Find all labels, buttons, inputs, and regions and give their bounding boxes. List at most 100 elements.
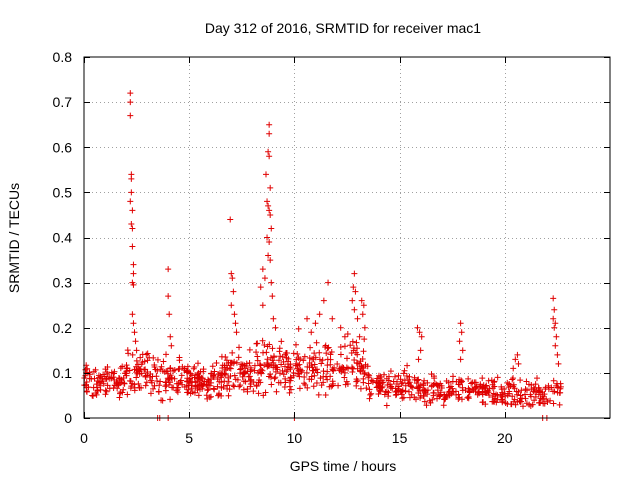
- data-point: [313, 379, 320, 386]
- data-point: [312, 320, 319, 327]
- data-point: [521, 391, 528, 398]
- data-point: [494, 374, 501, 381]
- data-point: [247, 368, 254, 375]
- data-point: [127, 99, 134, 106]
- data-point: [507, 383, 514, 390]
- data-point: [162, 387, 169, 394]
- data-point: [360, 348, 367, 355]
- data-point: [534, 375, 541, 382]
- data-point: [205, 376, 212, 383]
- data-point: [99, 378, 106, 385]
- data-point: [347, 342, 354, 349]
- data-point: [104, 363, 111, 370]
- data-point: [361, 324, 368, 331]
- data-point: [295, 325, 302, 332]
- data-point: [437, 389, 444, 396]
- data-point: [318, 360, 325, 367]
- data-point: [360, 302, 367, 309]
- data-point: [550, 377, 557, 384]
- data-point: [176, 365, 183, 372]
- data-point: [327, 373, 334, 380]
- data-point: [361, 369, 368, 376]
- data-point: [348, 364, 355, 371]
- data-point: [194, 378, 201, 385]
- data-point: [357, 358, 364, 365]
- data-point: [344, 330, 351, 337]
- data-point: [264, 198, 271, 205]
- data-point: [147, 390, 154, 397]
- data-point: [320, 368, 327, 375]
- data-point: [206, 394, 213, 401]
- data-point: [262, 171, 269, 178]
- data-point: [296, 385, 303, 392]
- data-point: [489, 381, 496, 388]
- data-point: [226, 364, 233, 371]
- data-point: [523, 387, 530, 394]
- data-point: [119, 363, 126, 370]
- data-point: [84, 365, 91, 372]
- data-point: [255, 390, 262, 397]
- data-point: [313, 366, 320, 373]
- data-point: [414, 376, 421, 383]
- data-point: [158, 363, 165, 370]
- data-point: [97, 373, 104, 380]
- data-point: [335, 382, 342, 389]
- data-point: [227, 373, 234, 380]
- data-point: [194, 360, 201, 367]
- data-point: [324, 376, 331, 383]
- data-point: [482, 389, 489, 396]
- data-point: [426, 397, 433, 404]
- data-point: [209, 363, 216, 370]
- data-point: [308, 373, 315, 380]
- data-point: [472, 385, 479, 392]
- data-point: [491, 378, 498, 385]
- data-point: [535, 384, 542, 391]
- data-point: [316, 356, 323, 363]
- data-point: [225, 378, 232, 385]
- data-point: [221, 378, 228, 385]
- data-point: [486, 392, 493, 399]
- data-point: [375, 375, 382, 382]
- data-point: [459, 347, 466, 354]
- data-point: [264, 363, 271, 370]
- data-point: [329, 378, 336, 385]
- data-point: [268, 381, 275, 388]
- data-point: [482, 383, 489, 390]
- data-point: [482, 401, 489, 408]
- data-point: [319, 357, 326, 364]
- data-point: [168, 384, 175, 391]
- data-point: [130, 261, 137, 268]
- data-point: [363, 385, 370, 392]
- data-point: [237, 382, 244, 389]
- data-point: [301, 373, 308, 380]
- data-point: [267, 211, 274, 218]
- data-point: [254, 369, 261, 376]
- data-point: [465, 395, 472, 402]
- data-point: [547, 397, 554, 404]
- data-point: [228, 302, 235, 309]
- data-point: [178, 372, 185, 379]
- data-point: [424, 391, 431, 398]
- data-point: [276, 348, 283, 355]
- data-point: [154, 356, 161, 363]
- data-point: [349, 297, 356, 304]
- data-point: [103, 375, 110, 382]
- data-point: [261, 342, 268, 349]
- data-point: [492, 395, 499, 402]
- data-point: [115, 381, 122, 388]
- y-tick-label: 0.8: [53, 49, 73, 65]
- data-point: [221, 370, 228, 377]
- data-point: [167, 372, 174, 379]
- data-point: [177, 377, 184, 384]
- data-point: [354, 351, 361, 358]
- data-point: [128, 175, 135, 182]
- data-point: [246, 346, 253, 353]
- data-points: [81, 90, 564, 421]
- data-point: [341, 374, 348, 381]
- data-point: [334, 361, 341, 368]
- data-point: [138, 361, 145, 368]
- data-point: [281, 383, 288, 390]
- data-point: [142, 382, 149, 389]
- data-point: [350, 345, 357, 352]
- data-point: [365, 374, 372, 381]
